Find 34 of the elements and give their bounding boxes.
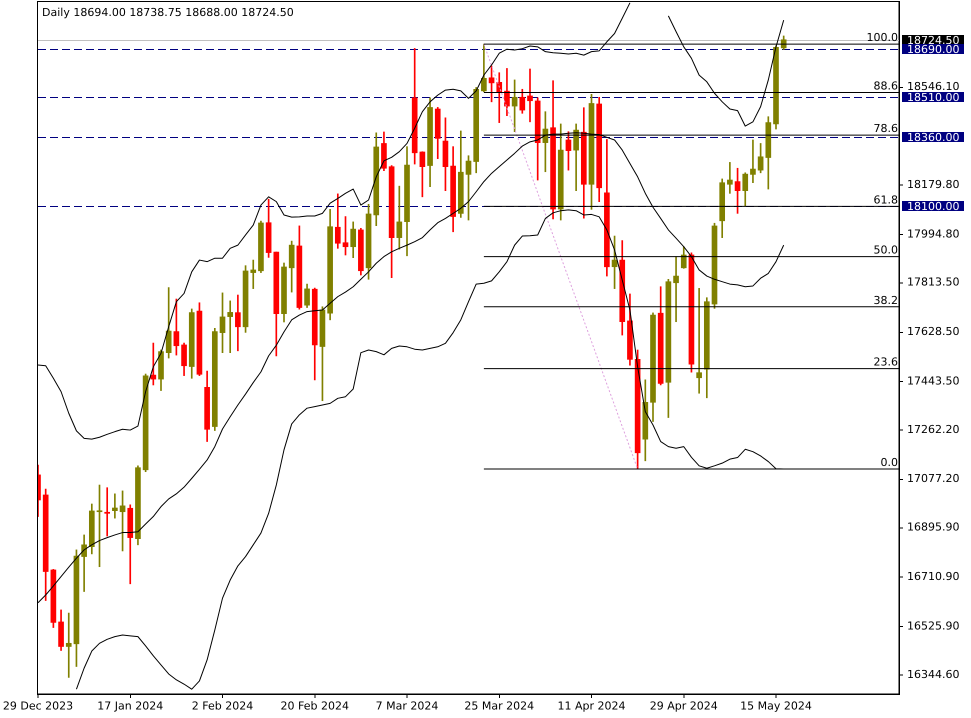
y-tick-label: 17813.50 xyxy=(907,276,960,289)
annotation: 78.6 xyxy=(874,122,898,136)
y-tick-label: 16710.90 xyxy=(907,570,960,583)
chart-title: Daily 18694.00 18738.75 18688.00 18724.50 xyxy=(42,6,294,19)
annotation: 0.0 xyxy=(880,456,898,470)
y-tick-label: 16525.90 xyxy=(907,619,960,632)
y-tick-label: 17262.20 xyxy=(907,422,960,436)
annotation: 50.0 xyxy=(874,244,898,257)
annotation: 38.2 xyxy=(874,294,898,307)
x-tick-label: 11 Apr 2024 xyxy=(557,699,626,712)
annotation: 88.6 xyxy=(874,79,898,92)
annotation: 61.8 xyxy=(874,193,898,206)
x-tick-label: 2 Feb 2024 xyxy=(192,699,254,712)
x-tick-label: 29 Dec 2023 xyxy=(2,699,74,712)
y-tick-label: 16895.90 xyxy=(907,520,960,534)
y-tick-label: 17628.50 xyxy=(907,325,960,338)
y-tick-label: 18179.80 xyxy=(907,178,960,191)
annotation: 100.0 xyxy=(866,31,898,44)
ref-line-label: 18690.00 xyxy=(907,43,960,56)
x-tick-label: 25 Mar 2024 xyxy=(464,699,534,712)
y-tick-label: 18546.10 xyxy=(907,80,960,94)
ref-line-label: 18100.00 xyxy=(907,200,960,213)
x-tick-label: 17 Jan 2024 xyxy=(97,699,164,712)
annotation: 23.6 xyxy=(874,356,898,369)
x-tick-label: 20 Feb 2024 xyxy=(280,699,349,712)
x-tick-label: 15 May 2024 xyxy=(740,699,812,712)
y-tick-label: 17994.80 xyxy=(907,227,960,240)
y-tick-label: 17443.50 xyxy=(907,374,960,388)
ref-line-label: 18510.00 xyxy=(907,91,960,104)
x-tick-label: 29 Apr 2024 xyxy=(650,699,718,712)
ref-line-label: 18360.00 xyxy=(907,131,960,144)
y-tick-label: 17077.20 xyxy=(907,472,960,486)
y-tick-label: 16344.60 xyxy=(907,668,960,681)
x-tick-label: 7 Mar 2024 xyxy=(376,699,438,712)
